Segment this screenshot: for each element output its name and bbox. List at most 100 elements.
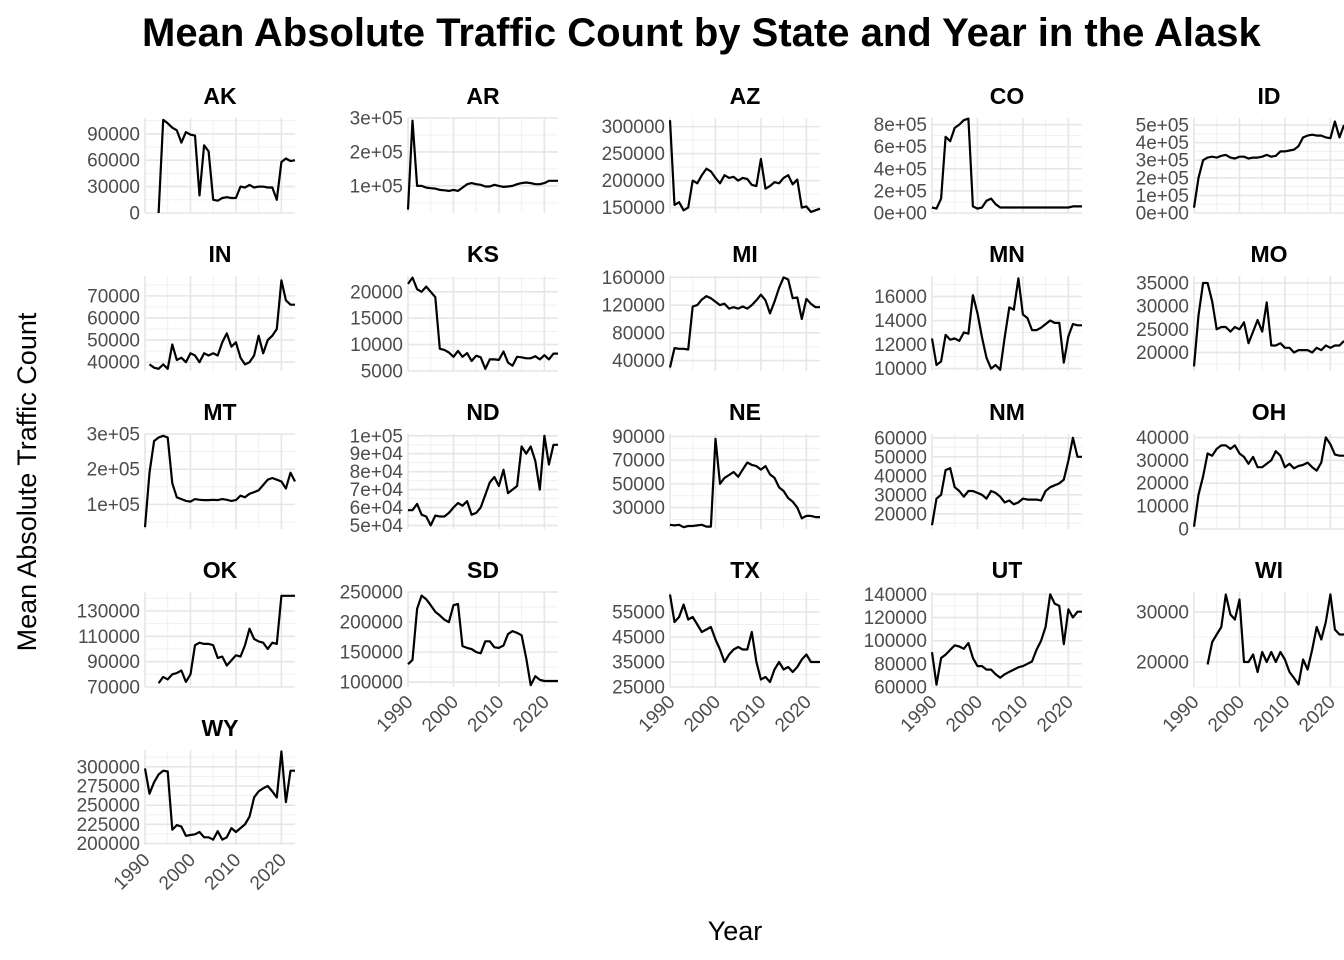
series-line-id [1192,120,1344,208]
series-line-in [148,279,295,370]
y-tick-label: 100000 [864,631,927,652]
facet-label: OK [203,557,238,583]
y-tick-label: 80000 [874,654,927,675]
y-tick-label: 30000 [1136,297,1189,318]
y-tick-label: 20000 [350,282,403,303]
y-tick-label: 20000 [1136,653,1189,674]
x-tick-label: 2020 [1295,692,1340,737]
y-tick-label: 1e+05 [1136,186,1189,207]
y-tick-label: 55000 [612,603,665,624]
y-tick-label: 2e+05 [350,142,403,163]
facet-label: MN [989,241,1025,267]
y-tick-label: 2e+05 [874,181,927,202]
facet-label: UT [992,557,1023,583]
y-tick-label: 4e+05 [874,159,927,180]
series-line-mt [143,434,296,528]
series-line-sd [407,594,558,687]
facet-wi: 20000 30000 WI 1990 2000 2010 2020 [1136,557,1344,736]
facet-label: MI [732,241,758,267]
y-tick-label: 6e+04 [350,498,404,519]
y-tick-label: 6e+05 [874,137,927,158]
y-tick-label: 9e+04 [350,444,404,465]
x-tick-label: 2010 [1250,692,1295,737]
x-axis-label: Year [708,916,763,946]
y-tick-label: 70000 [87,678,140,699]
y-tick-label: 300000 [602,117,665,138]
facet-ak: 0 30000 60000 90000 AK [87,83,296,225]
y-tick-label: 160000 [602,268,665,289]
y-tick-label: 3e+05 [87,425,140,446]
x-tick-label: 1990 [1159,692,1204,737]
y-tick-label: 14000 [874,311,927,332]
y-tick-label: 25000 [1136,320,1189,341]
y-tick-label: 30000 [87,177,140,198]
x-tick-label: 2000 [155,850,200,895]
y-tick-label: 8e+04 [350,462,404,483]
facet-label: MT [203,399,236,425]
series-line-ak [157,118,296,214]
facet-label: WY [201,715,238,741]
y-tick-label: 40000 [874,466,927,487]
series-line-mn [930,277,1082,371]
facet-mt: 1e+05 2e+05 3e+05 MT [87,399,296,529]
y-tick-label: 12000 [874,335,927,356]
y-tick-label: 250000 [340,583,403,604]
series-line-mi [668,276,820,368]
facet-mi: 40000 80000 120000 160000 MI [602,241,820,372]
facet-label: WI [1255,557,1283,583]
y-tick-label: 80000 [612,323,665,344]
facet-ks: 5000 10000 15000 20000 KS [350,241,558,383]
facet-label: NE [729,399,761,425]
y-tick-label: 3e+05 [350,109,403,130]
facet-label: CO [990,83,1025,109]
y-tick-label: 1e+05 [350,426,403,447]
x-tick-label: 2020 [1033,692,1078,737]
y-tick-label: 5e+05 [1136,116,1189,137]
y-tick-label: 150000 [340,643,403,664]
series-line-wi [1206,593,1344,686]
facet-label: ID [1258,83,1281,109]
series-line-tx [668,594,820,684]
x-tick-label: 2010 [726,692,771,737]
y-tick-label: 35000 [612,653,665,674]
x-tick-label: 2010 [201,850,246,895]
x-tick-label: 2020 [509,692,554,737]
facet-label: KS [467,241,499,267]
y-tick-label: 50000 [87,331,140,352]
y-tick-label: 0 [129,204,140,225]
chart-title: Mean Absolute Traffic Count by State and… [142,11,1262,55]
y-tick-label: 90000 [87,124,140,145]
y-tick-label: 4e+05 [1136,133,1189,154]
y-tick-label: 20000 [1136,474,1189,495]
x-tick-label: 2000 [942,692,987,737]
y-tick-label: 20000 [1136,343,1189,364]
y-tick-label: 200000 [77,834,140,855]
series-line-ne [669,437,820,529]
y-tick-label: 100000 [340,673,403,694]
y-tick-label: 120000 [864,608,927,629]
facet-label: AK [203,83,237,109]
y-tick-label: 200000 [602,171,665,192]
facet-az: 150000 200000 250000 300000 AZ [602,83,821,219]
series-line-oh [1192,436,1344,527]
y-tick-label: 35000 [1136,273,1189,294]
facet-panels: 0300006000090000AK1e+052e+053e+05AR15000… [77,83,1344,894]
y-tick-label: 30000 [612,498,665,519]
y-tick-label: 250000 [77,796,140,817]
y-tick-label: 50000 [874,447,927,468]
y-tick-label: 40000 [1136,428,1189,449]
y-tick-label: 50000 [612,474,665,495]
y-tick-label: 120000 [602,296,665,317]
y-tick-label: 250000 [602,144,665,165]
facet-mn: 10000 12000 14000 16000 MN [874,241,1082,380]
facet-label: TX [730,557,760,583]
y-tick-label: 60000 [874,678,927,699]
x-tick-label: 2020 [246,850,291,895]
